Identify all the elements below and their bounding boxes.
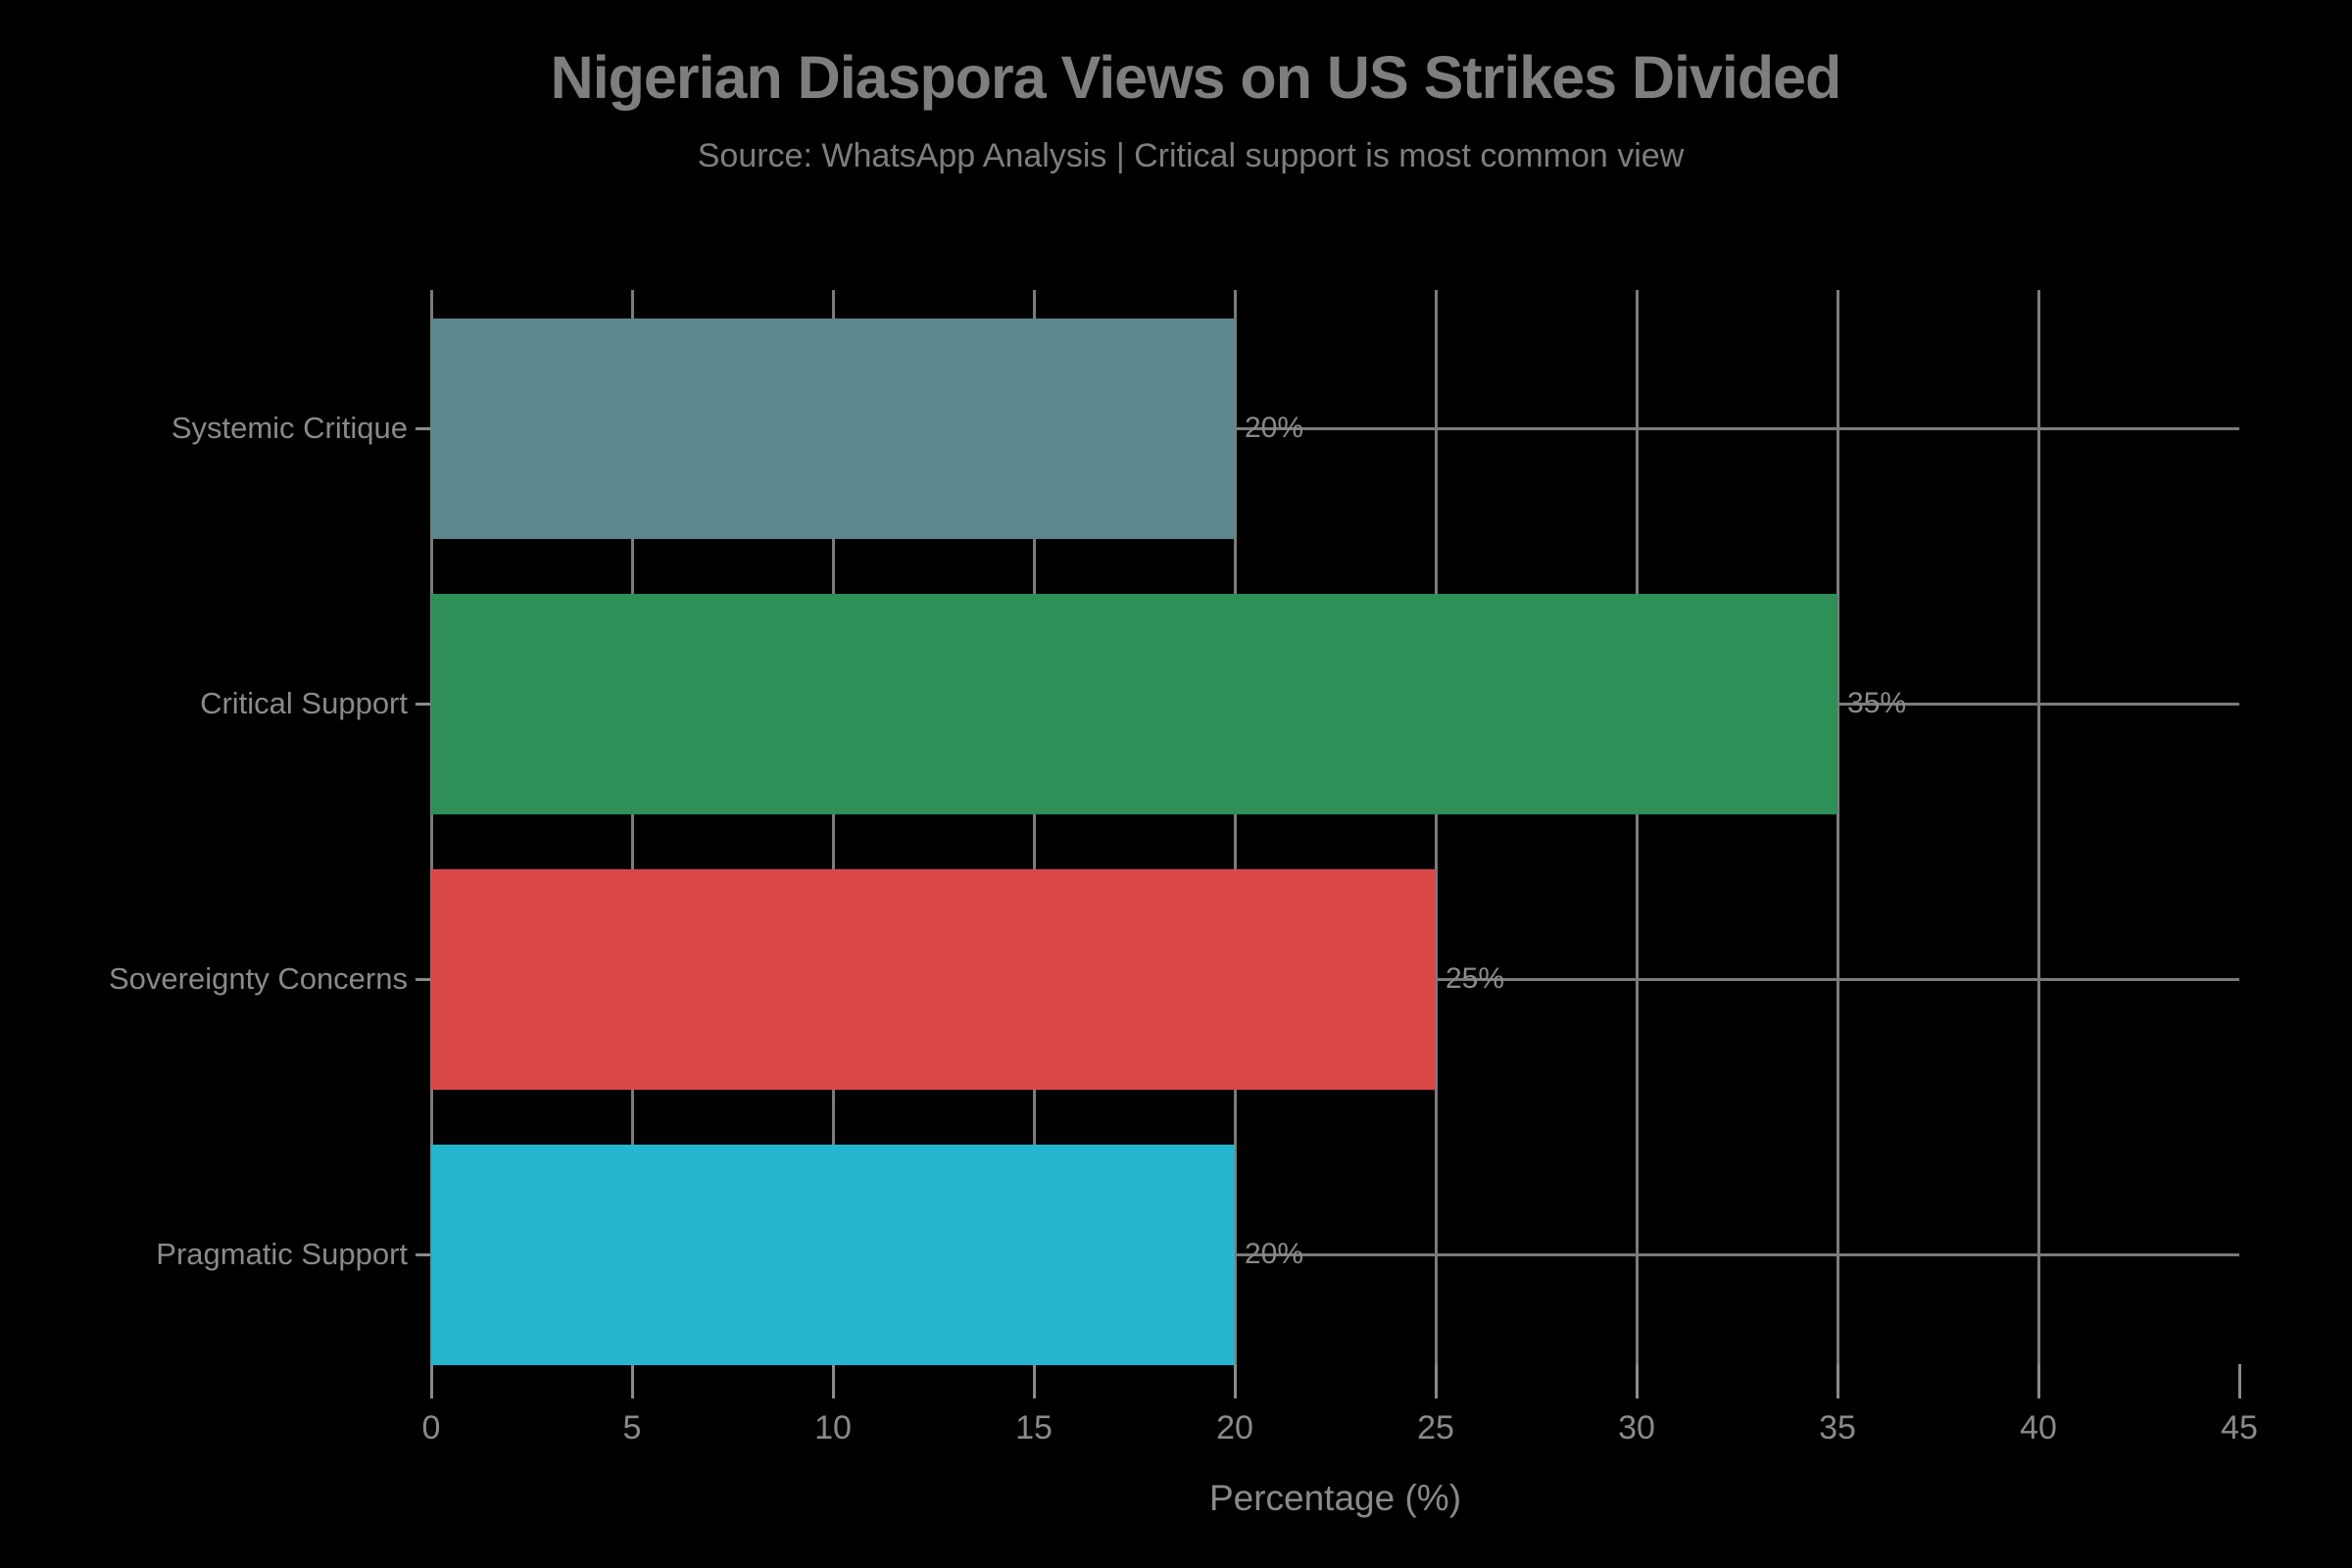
y-tick-mark: [416, 702, 430, 706]
x-tick-mark: [1233, 1364, 1237, 1398]
bar: [431, 868, 1436, 1090]
bar: [431, 1144, 1235, 1365]
category-label: Sovereignty Concerns: [109, 961, 408, 996]
x-tick-label: 0: [421, 1409, 441, 1446]
bar-value-label: 25%: [1446, 962, 1505, 995]
x-tick-mark: [1635, 1364, 1639, 1398]
x-tick-label: 20: [1216, 1409, 1253, 1446]
x-tick-mark: [630, 1364, 634, 1398]
v-gridline: [1434, 290, 1438, 1364]
y-tick-mark: [416, 1252, 430, 1256]
x-tick-mark: [831, 1364, 835, 1398]
v-gridline: [1233, 290, 1237, 1364]
bar: [431, 593, 1838, 814]
v-gridline: [429, 290, 433, 1364]
h-gridline: [431, 426, 2239, 430]
x-tick-label: 45: [2221, 1409, 2258, 1446]
bar-value-label: 35%: [1847, 687, 1907, 719]
v-gridline: [831, 290, 835, 1364]
x-tick-mark: [1032, 1364, 1036, 1398]
x-tick-label: 40: [2020, 1409, 2057, 1446]
h-gridline: [431, 1252, 2239, 1256]
x-tick-label: 35: [1819, 1409, 1856, 1446]
plot-area: 20% 35% 25% 20%: [429, 290, 2239, 1365]
y-tick-mark: [416, 426, 430, 430]
x-tick-label: 5: [622, 1409, 642, 1446]
x-tick-label: 30: [1618, 1409, 1655, 1446]
bar-value-label: 20%: [1245, 1238, 1304, 1270]
bar-value-label: 20%: [1245, 412, 1304, 444]
x-tick-label: 15: [1015, 1409, 1053, 1446]
y-tick-mark: [416, 977, 430, 981]
v-gridline: [1635, 290, 1639, 1364]
x-axis-title: Percentage (%): [1208, 1478, 1462, 1518]
x-tick-label: 25: [1417, 1409, 1454, 1446]
v-gridline: [1032, 290, 1036, 1364]
x-tick-mark: [1434, 1364, 1438, 1398]
chart-subtitle: Source: WhatsApp Analysis | Critical sup…: [697, 137, 1685, 174]
x-tick-mark: [2036, 1364, 2040, 1398]
v-gridline: [1836, 290, 1839, 1364]
x-tick-label: 10: [814, 1409, 852, 1446]
category-label: Systemic Critique: [171, 411, 408, 445]
bar: [431, 318, 1235, 539]
x-tick-mark: [429, 1364, 433, 1398]
chart-title: Nigerian Diaspora Views on US Strikes Di…: [550, 44, 1842, 111]
x-tick-mark: [2237, 1364, 2241, 1398]
category-label: Pragmatic Support: [156, 1237, 408, 1271]
v-gridline: [630, 290, 634, 1364]
category-label: Critical Support: [200, 686, 408, 720]
v-gridline: [2036, 290, 2040, 1364]
x-tick-mark: [1836, 1364, 1839, 1398]
